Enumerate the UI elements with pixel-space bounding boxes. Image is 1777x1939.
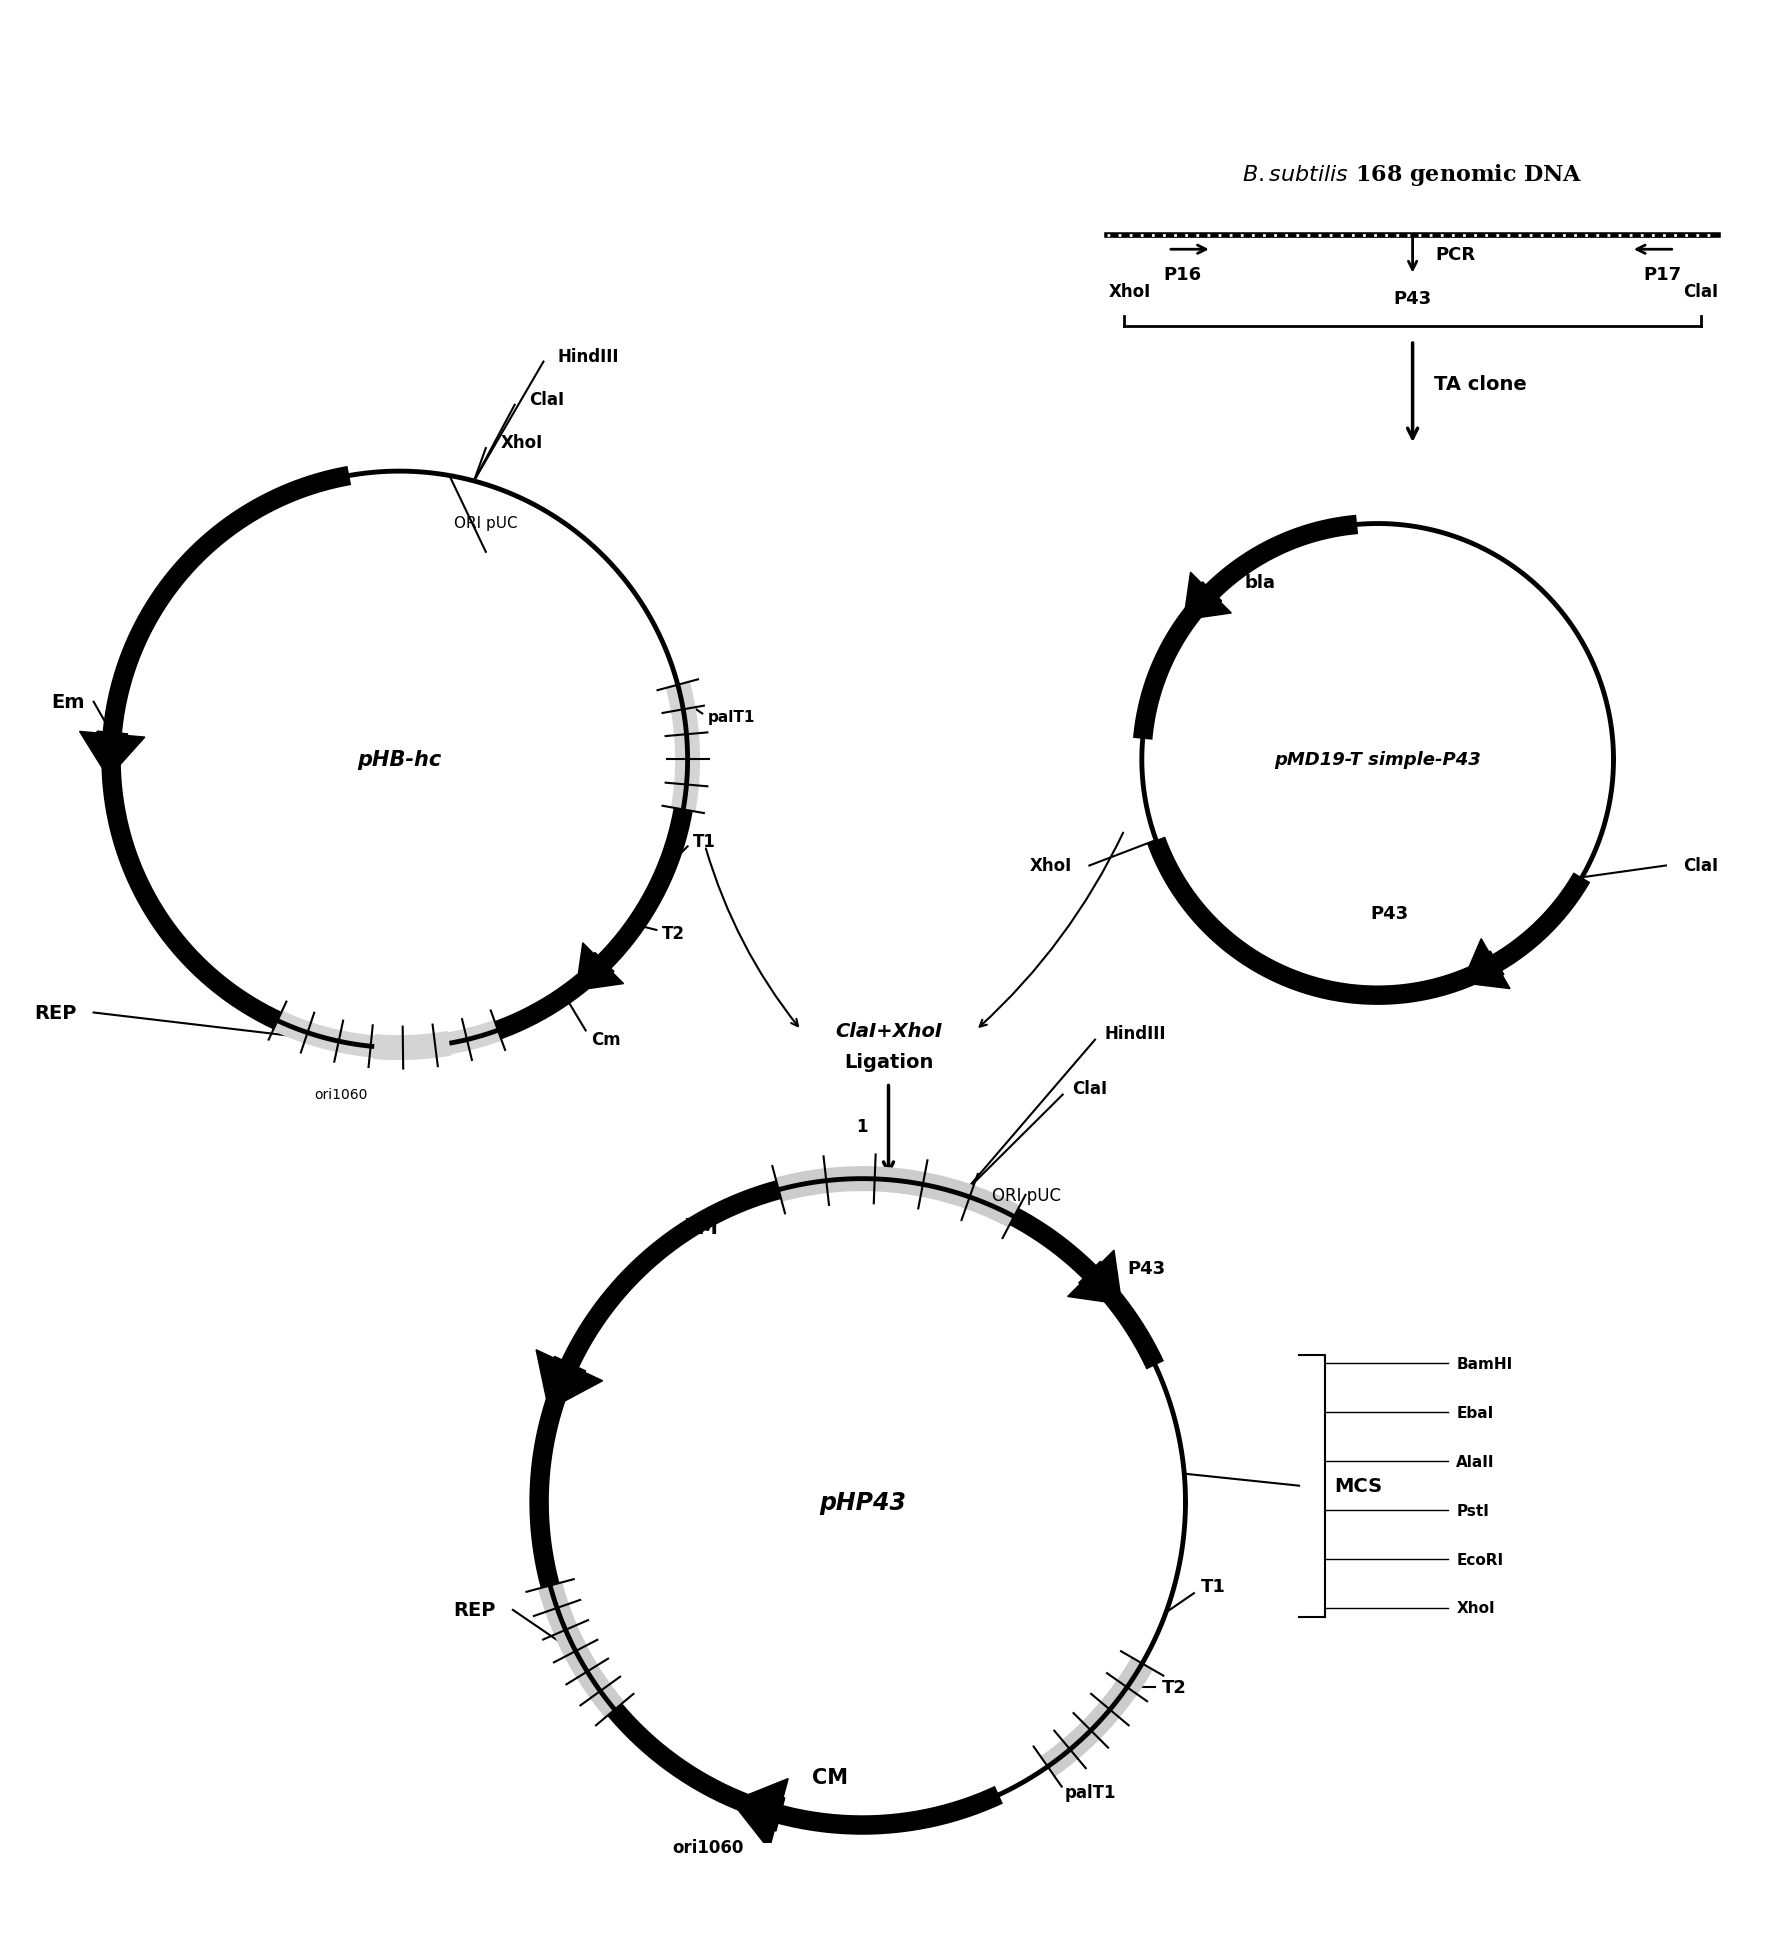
Text: T1: T1: [1201, 1576, 1226, 1596]
Text: REP: REP: [453, 1600, 496, 1619]
Text: Em: Em: [52, 692, 85, 712]
Text: HindIII: HindIII: [558, 347, 620, 366]
Text: TA clone: TA clone: [1434, 374, 1526, 394]
FancyArrow shape: [1068, 1251, 1121, 1305]
Text: ori1060: ori1060: [672, 1838, 745, 1856]
FancyArrow shape: [80, 731, 144, 778]
Text: CM: CM: [812, 1766, 848, 1786]
Text: EM: EM: [682, 1218, 718, 1237]
Text: MCS: MCS: [1335, 1476, 1383, 1495]
Text: ClaI: ClaI: [1683, 857, 1718, 874]
Text: Cm: Cm: [592, 1032, 620, 1049]
Text: P43: P43: [1370, 904, 1409, 923]
Text: XhoI: XhoI: [501, 434, 542, 452]
FancyArrow shape: [1183, 572, 1231, 620]
Text: EbaI: EbaI: [1457, 1406, 1493, 1419]
FancyArrow shape: [537, 1350, 602, 1410]
Text: ClaI+XhoI: ClaI+XhoI: [835, 1022, 942, 1039]
Text: ori1060: ori1060: [315, 1088, 368, 1101]
FancyArrow shape: [1462, 938, 1510, 989]
Text: P43: P43: [1393, 291, 1432, 308]
Text: T1: T1: [693, 832, 716, 851]
Text: HindIII: HindIII: [1105, 1024, 1166, 1043]
Text: PCR: PCR: [1436, 246, 1475, 264]
Text: palT1: palT1: [707, 710, 755, 725]
Text: BamHI: BamHI: [1457, 1355, 1512, 1371]
Text: ClaI: ClaI: [1072, 1080, 1107, 1097]
Text: ClaI: ClaI: [1683, 283, 1718, 301]
Text: T2: T2: [661, 925, 684, 942]
Text: P16: P16: [1162, 266, 1201, 283]
Text: AlaII: AlaII: [1457, 1454, 1494, 1470]
Text: P43: P43: [1127, 1258, 1166, 1278]
Text: XhoI: XhoI: [1109, 283, 1151, 301]
Text: ORI pUC: ORI pUC: [992, 1187, 1061, 1204]
Text: 1: 1: [857, 1117, 867, 1136]
Text: ORI pUC: ORI pUC: [453, 516, 517, 531]
Text: pMD19-T simple-P43: pMD19-T simple-P43: [1274, 750, 1480, 770]
Text: palT1: palT1: [1064, 1782, 1116, 1801]
Text: PstI: PstI: [1457, 1503, 1489, 1518]
Text: pHB-hc: pHB-hc: [357, 750, 441, 770]
Text: XhoI: XhoI: [1457, 1600, 1494, 1615]
Text: $\it{B. subtilis}$ 168 genomic DNA: $\it{B. subtilis}$ 168 genomic DNA: [1242, 163, 1583, 188]
Text: bla: bla: [1244, 574, 1276, 591]
FancyArrow shape: [732, 1778, 789, 1850]
Text: REP: REP: [34, 1004, 76, 1022]
Text: ClaI: ClaI: [530, 392, 563, 409]
Text: Ligation: Ligation: [844, 1053, 933, 1072]
Text: XhoI: XhoI: [1029, 857, 1072, 874]
Text: pHP43: pHP43: [819, 1489, 906, 1514]
Text: T2: T2: [1162, 1679, 1187, 1697]
Text: EcoRI: EcoRI: [1457, 1551, 1503, 1567]
FancyArrow shape: [576, 942, 624, 991]
Text: P17: P17: [1644, 266, 1681, 283]
